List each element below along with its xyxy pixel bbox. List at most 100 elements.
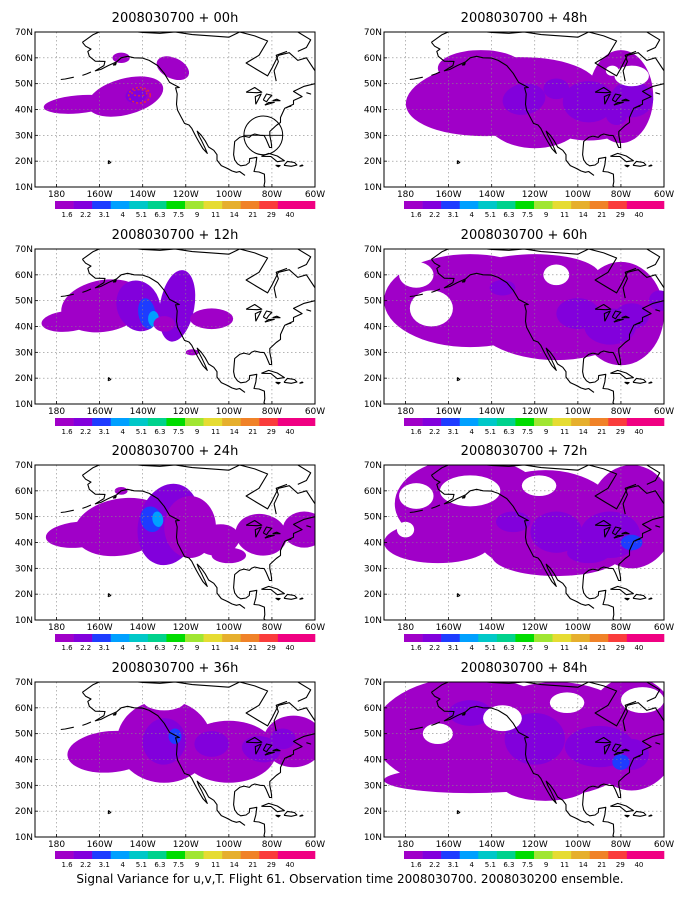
colorbar-label: 6.3 — [154, 211, 165, 219]
coastlines — [409, 682, 664, 837]
coastline — [254, 526, 262, 538]
colorbar-swatch — [110, 634, 130, 642]
coastline — [283, 377, 298, 384]
coastline — [112, 62, 117, 66]
x-tick-label: 80W — [611, 840, 631, 850]
colorbar-label: 29 — [267, 644, 276, 652]
colorbar-swatch — [277, 851, 297, 859]
y-tick-label: 30N — [15, 564, 33, 574]
coastline — [82, 32, 315, 187]
coastline — [594, 303, 612, 311]
x-tick-label: 180 — [48, 623, 65, 633]
coastline — [261, 369, 285, 380]
colorbar-swatch — [441, 851, 461, 859]
colorbar-swatch — [496, 634, 516, 642]
colorbar-swatch — [515, 201, 535, 209]
colorbar-label: 7.5 — [522, 428, 533, 436]
variance-contour — [502, 769, 589, 801]
coastline — [245, 303, 263, 311]
colorbar-label: 40 — [285, 861, 294, 869]
coastline — [603, 93, 611, 105]
coastline — [245, 736, 263, 744]
coastline — [285, 322, 292, 326]
colorbar-swatch — [296, 851, 316, 859]
colorbar-label: 7.5 — [522, 644, 533, 652]
colorbar-label: 9 — [544, 861, 548, 869]
map-panel: 2008030700 + 00h 10N 20N 30N 40N 50N 60N 70N 180… — [15, 11, 325, 219]
colorbar-swatch — [222, 418, 242, 426]
y-tick-label: 40N — [364, 323, 382, 333]
x-tick-label: 180 — [397, 623, 414, 633]
variance-contour — [190, 308, 234, 330]
colorbar-label: 4 — [121, 211, 126, 219]
colorbar-label: 6.3 — [154, 644, 165, 652]
map-panel: 2008030700 + 60h 10N 20N 30N 40N 50N 60N 70N 180… — [364, 228, 674, 436]
colorbar-label: 29 — [616, 428, 625, 436]
colorbar-swatch — [166, 634, 186, 642]
coastline — [431, 288, 441, 293]
colorbar-swatch — [441, 201, 461, 209]
colorbar-label: 3.1 — [99, 211, 110, 219]
graticule — [384, 249, 664, 404]
variance-contour — [168, 728, 182, 744]
coastline — [264, 534, 275, 539]
colorbar-label: 9 — [195, 644, 199, 652]
x-tick-label: 80W — [262, 407, 282, 417]
coastline — [299, 597, 304, 600]
x-tick-label: 140W — [130, 190, 156, 200]
colorbar-label: 5.1 — [136, 644, 147, 652]
colorbar-swatch — [441, 634, 461, 642]
colorbar-swatch — [645, 851, 665, 859]
colorbar-label: 7.5 — [173, 644, 184, 652]
y-tick-label: 50N — [364, 80, 382, 90]
coastline — [82, 465, 315, 620]
coastline — [275, 164, 281, 168]
coastline — [456, 377, 461, 382]
coastline — [262, 310, 273, 320]
variance-contour — [605, 104, 628, 125]
coastline — [82, 288, 92, 293]
coastline — [317, 297, 330, 309]
colorbar-label: 14 — [230, 861, 239, 869]
x-tick-label: 120W — [173, 190, 199, 200]
coastline — [262, 93, 273, 103]
coastline — [461, 279, 466, 283]
colorbar-swatch — [496, 851, 516, 859]
coastline — [648, 597, 653, 600]
x-tick-label: 160W — [436, 840, 462, 850]
coastline — [239, 32, 312, 52]
colorbar-swatch — [478, 634, 498, 642]
colorbar-swatch — [259, 634, 279, 642]
variance-contour — [562, 81, 615, 123]
coastline — [107, 160, 112, 165]
y-tick-label: 50N — [15, 513, 33, 523]
coastline — [107, 377, 112, 382]
colorbar-swatch — [92, 851, 112, 859]
colorbar-label: 2.2 — [429, 428, 440, 436]
coastline — [624, 597, 630, 601]
variance-gap — [521, 475, 557, 496]
x-tick-label: 80W — [262, 623, 282, 633]
colorbar-swatch — [589, 201, 609, 209]
colorbar-swatch — [552, 851, 572, 859]
colorbar-label: 6.3 — [503, 861, 514, 869]
y-tick-label: 30N — [364, 131, 382, 141]
colorbar-swatch — [55, 634, 74, 642]
colorbar-label: 4 — [121, 428, 126, 436]
coastline — [610, 152, 634, 163]
colorbar-swatch — [277, 418, 297, 426]
coastline — [262, 526, 273, 536]
colorbar-label: 21 — [597, 644, 606, 652]
colorbar-swatch — [534, 851, 553, 859]
coastline — [261, 802, 285, 813]
y-tick-label: 60N — [364, 271, 382, 281]
x-tick-label: 160W — [87, 623, 113, 633]
colorbar-label: 11 — [211, 644, 220, 652]
x-tick-label: 60W — [654, 190, 674, 200]
x-tick-label: 120W — [173, 623, 199, 633]
colorbar-label: 14 — [230, 644, 239, 652]
map-panel: 2008030700 + 12h 10N 20N 30N 40N 50N 60N 70N 180… — [15, 228, 330, 436]
x-tick-label: 180 — [397, 407, 414, 417]
y-tick-label: 20N — [364, 374, 382, 384]
